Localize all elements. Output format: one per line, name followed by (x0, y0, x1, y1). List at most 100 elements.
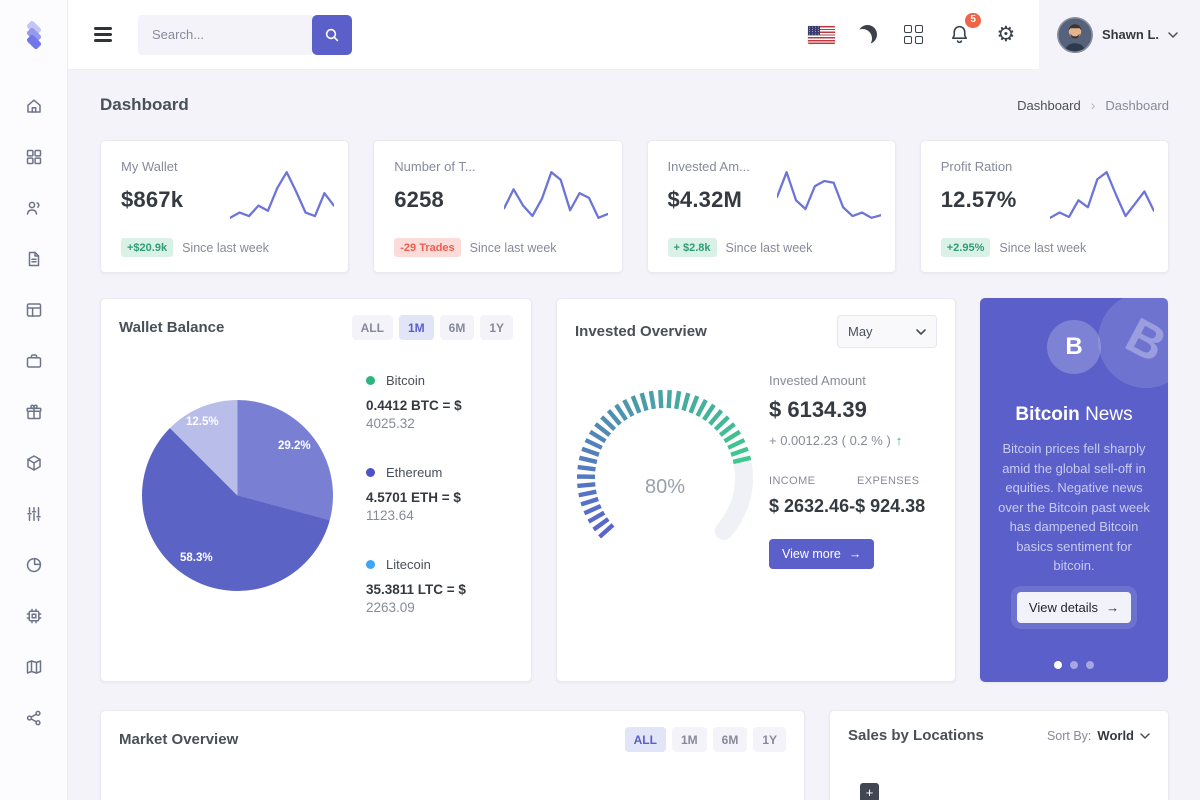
menu-toggle-button[interactable] (94, 27, 112, 42)
search-icon (325, 28, 339, 41)
view-details-button[interactable]: View details → (1016, 591, 1132, 623)
filter-all-button[interactable]: ALL (624, 727, 666, 752)
carousel-dot[interactable] (1054, 661, 1062, 669)
sidebar-item-maps[interactable] (16, 657, 52, 677)
stat-value: $4.32M (667, 187, 743, 212)
sidebar-item-products[interactable] (16, 453, 52, 473)
search-button[interactable] (312, 14, 352, 55)
map-zoom-in-button[interactable]: + (860, 783, 879, 800)
legend-usd: 1123.64 (366, 507, 414, 523)
arrow-right-icon: → (1106, 599, 1120, 615)
sidebar-item-settings-sliders[interactable] (16, 504, 52, 524)
bitcoin-watermark-icon: B (1098, 298, 1168, 388)
package-icon (26, 455, 41, 471)
income-label: INCOME (769, 475, 816, 487)
sidebar-item-offers[interactable] (16, 402, 52, 422)
news-body: Bitcoin prices fell sharply amid the glo… (998, 441, 1150, 573)
bitcoin-news-card: B B Bitcoin News Bitcoin prices fell sha… (980, 298, 1168, 682)
expenses-value: -$ 924.38 (849, 496, 926, 516)
carousel-dots (980, 661, 1168, 669)
market-filter-group: ALL 1M 6M 1Y (624, 727, 786, 752)
sliders-icon (26, 507, 41, 521)
app-logo[interactable] (0, 0, 67, 70)
sparkline-chart (230, 171, 335, 219)
sidebar-item-jobs[interactable] (16, 351, 52, 371)
filter-all-button[interactable]: ALL (351, 315, 393, 340)
stat-note: Since last week (999, 240, 1087, 255)
apps-menu-button[interactable] (891, 0, 937, 70)
filter-1m-button[interactable]: 1M (671, 727, 707, 752)
gauge-svg (576, 390, 753, 540)
sidebar-item-users[interactable] (16, 198, 52, 218)
legend-usd: 2263.09 (366, 599, 415, 615)
stat-label: Invested Am... (667, 159, 750, 174)
sales-by-locations-title: Sales by Locations (848, 727, 984, 744)
filter-1y-button[interactable]: 1Y (753, 727, 786, 752)
layers-logo-icon (20, 19, 48, 51)
us-flag-icon (808, 25, 836, 44)
language-flag-button[interactable] (799, 0, 845, 70)
pie-chart-icon (26, 557, 41, 573)
invested-gauge-chart: 80% (565, 375, 765, 575)
sales-by-locations-card: Sales by Locations Sort By: World + (829, 710, 1169, 800)
carousel-dot[interactable] (1086, 661, 1094, 669)
pie-slice-label: 29.2% (278, 440, 311, 452)
legend-item-litecoin: Litecoin 35.3811 LTC = $2263.09 (366, 557, 512, 616)
stat-badge: -29 Trades (394, 238, 461, 257)
legend-item-bitcoin: Bitcoin 0.4412 BTC = $ 4025.32 (366, 373, 512, 432)
invested-change: + 0.0012.23 ( 0.2 % ) ↑ (769, 433, 951, 448)
month-select[interactable]: May (837, 315, 937, 348)
user-name: Shawn L. (1101, 27, 1159, 42)
change-text: + 0.0012.23 ( 0.2 % ) (769, 433, 891, 448)
sidebar-item-layouts[interactable] (16, 300, 52, 320)
sidebar-item-documents[interactable] (16, 249, 52, 269)
sidebar-item-charts[interactable] (16, 555, 52, 575)
chevron-down-icon (1168, 31, 1178, 38)
user-menu[interactable]: Shawn L. (1038, 0, 1200, 70)
arrow-up-icon: ↑ (895, 433, 903, 448)
filter-6m-button[interactable]: 6M (439, 315, 475, 340)
sidebar-nav (0, 70, 67, 728)
dark-mode-button[interactable] (845, 0, 891, 70)
legend-amount: 35.3811 LTC = $ (366, 582, 466, 598)
legend-item-ethereum: Ethereum 4.5701 ETH = $1123.64 (366, 465, 512, 524)
breadcrumb-parent[interactable]: Dashboard (1017, 97, 1081, 113)
home-icon (26, 99, 41, 113)
sidebar-item-home[interactable] (16, 96, 52, 116)
share-icon (26, 710, 41, 726)
view-details-label: View details (1028, 599, 1099, 615)
notifications-button[interactable]: 5 (937, 0, 983, 70)
wallet-filter-group: ALL 1M 6M 1Y (351, 315, 513, 340)
stat-note: Since last week (182, 240, 269, 255)
filter-6m-button[interactable]: 6M (712, 727, 748, 752)
search-input[interactable] (138, 14, 312, 55)
settings-button[interactable]: ⚙ (983, 0, 1029, 70)
sort-by-dropdown[interactable]: Sort By: World (1047, 728, 1150, 743)
sidebar-item-crypto[interactable] (16, 606, 52, 626)
stat-note: Since last week (725, 240, 813, 255)
sort-by-label: Sort By: (1046, 728, 1092, 743)
gauge-percent-label: 80% (644, 476, 686, 498)
carousel-dot[interactable] (1070, 661, 1078, 669)
stat-label: Number of T... (394, 159, 476, 174)
layout-icon (26, 303, 41, 317)
legend-name: Ethereum (386, 465, 443, 481)
sidebar-item-apps[interactable] (16, 147, 52, 167)
sort-by-value: World (1097, 728, 1134, 743)
filter-1y-button[interactable]: 1Y (480, 315, 513, 340)
market-overview-title: Market Overview (119, 731, 239, 748)
wallet-legend: Bitcoin 0.4412 BTC = $ 4025.32 Ethereum 4… (366, 373, 512, 649)
view-more-label: View more (782, 547, 841, 561)
invested-overview-title: Invested Overview (575, 323, 707, 340)
sidebar-item-share[interactable] (16, 708, 52, 728)
gift-icon (25, 404, 42, 420)
legend-usd: 4025.32 (366, 415, 415, 431)
filter-1m-button[interactable]: 1M (398, 315, 434, 340)
row-2: Wallet Balance ALL 1M 6M 1Y 29.2% 58.3% … (100, 298, 1169, 682)
invested-amount-value: $ 6134.39 (769, 397, 867, 422)
sparkline-chart (776, 171, 881, 219)
stat-card-trades: Number of T... 6258 -29 Trades Since last… (373, 140, 623, 273)
stat-badge: +2.95% (940, 238, 991, 257)
view-more-button[interactable]: View more → (769, 539, 875, 569)
stat-label: My Wallet (121, 159, 178, 174)
